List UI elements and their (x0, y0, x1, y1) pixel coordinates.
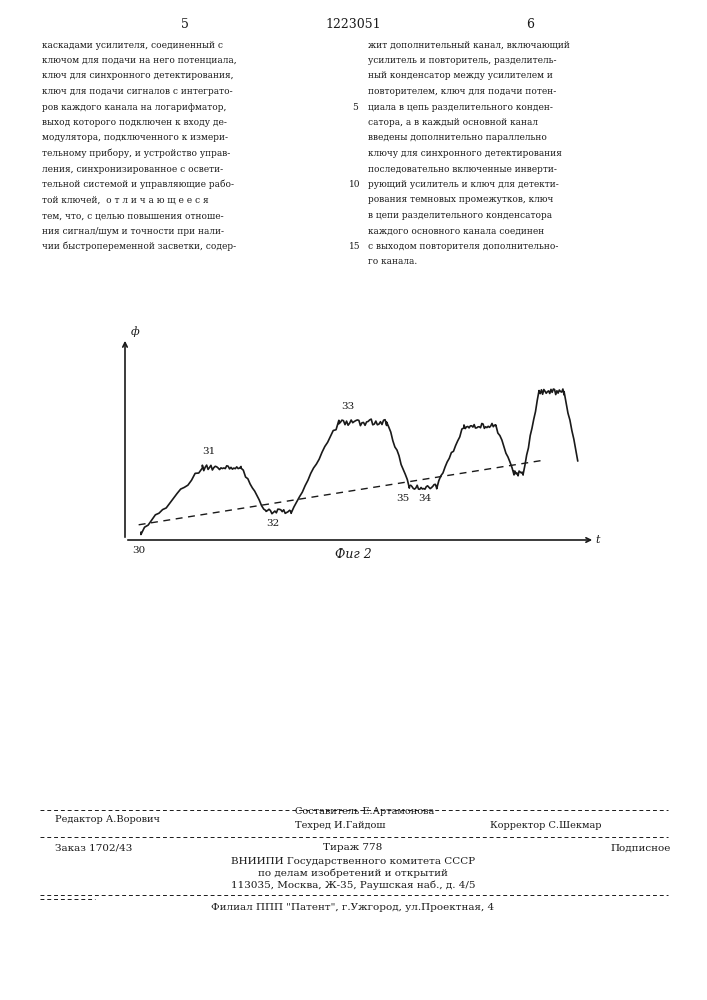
Text: каскадами усилителя, соединенный с: каскадами усилителя, соединенный с (42, 40, 223, 49)
Text: 6: 6 (526, 18, 534, 31)
Text: 33: 33 (341, 402, 355, 411)
Text: ключ для подачи сигналов с интеграто-: ключ для подачи сигналов с интеграто- (42, 87, 233, 96)
Text: 35: 35 (396, 494, 409, 503)
Text: ров каждого канала на логарифматор,: ров каждого канала на логарифматор, (42, 103, 226, 111)
Text: 5: 5 (181, 18, 189, 31)
Text: сатора, а в каждый основной канал: сатора, а в каждый основной канал (368, 118, 538, 127)
Text: тем, что, с целью повышения отноше-: тем, что, с целью повышения отноше- (42, 211, 223, 220)
Text: го канала.: го канала. (368, 257, 417, 266)
Text: усилитель и повторитель, разделитель-: усилитель и повторитель, разделитель- (368, 56, 556, 65)
Text: Техред И.Гайдош: Техред И.Гайдош (295, 822, 385, 830)
Text: тельному прибору, и устройство управ-: тельному прибору, и устройство управ- (42, 149, 230, 158)
Text: Подписное: Подписное (610, 844, 670, 852)
Text: в цепи разделительного конденсатора: в цепи разделительного конденсатора (368, 211, 552, 220)
Text: Тираж 778: Тираж 778 (323, 844, 382, 852)
Text: с выходом повторителя дополнительно-: с выходом повторителя дополнительно- (368, 242, 559, 251)
Text: ления, синхронизированное с освети-: ления, синхронизированное с освети- (42, 164, 223, 174)
Text: 30: 30 (132, 546, 146, 555)
Text: 1223051: 1223051 (325, 18, 381, 31)
Text: по делам изобретений и открытий: по делам изобретений и открытий (258, 868, 448, 878)
Text: Заказ 1702/43: Заказ 1702/43 (55, 844, 132, 852)
Text: ключ для синхронного детектирования,: ключ для синхронного детектирования, (42, 72, 233, 81)
Text: Редактор А.Ворович: Редактор А.Ворович (55, 816, 160, 824)
Text: ВНИИПИ Государственного комитета СССР: ВНИИПИ Государственного комитета СССР (231, 856, 475, 865)
Text: Корректор С.Шекмар: Корректор С.Шекмар (490, 822, 602, 830)
Text: выход которого подключен к входу де-: выход которого подключен к входу де- (42, 118, 227, 127)
Text: ключу для синхронного детектирования: ключу для синхронного детектирования (368, 149, 562, 158)
Text: Составитель Е.Артамонова: Составитель Е.Артамонова (295, 808, 434, 816)
Text: введены дополнительно параллельно: введены дополнительно параллельно (368, 133, 547, 142)
Text: 113035, Москва, Ж-35, Раушская наб., д. 4/5: 113035, Москва, Ж-35, Раушская наб., д. … (230, 880, 475, 890)
Text: 15: 15 (349, 242, 361, 251)
Text: 34: 34 (419, 494, 432, 503)
Text: 10: 10 (349, 180, 361, 189)
Text: последовательно включенные инверти-: последовательно включенные инверти- (368, 164, 557, 174)
Text: рующий усилитель и ключ для детекти-: рующий усилитель и ключ для детекти- (368, 180, 559, 189)
Text: ключом для подачи на него потенциала,: ключом для подачи на него потенциала, (42, 56, 237, 65)
Text: жит дополнительный канал, включающий: жит дополнительный канал, включающий (368, 40, 570, 49)
Text: модулятора, подключенного к измери-: модулятора, подключенного к измери- (42, 133, 228, 142)
Text: Фиг 2: Фиг 2 (334, 548, 371, 562)
Text: 32: 32 (267, 519, 279, 528)
Text: ный конденсатор между усилителем и: ный конденсатор между усилителем и (368, 72, 553, 81)
Text: той ключей,  о т л и ч а ю щ е е с я: той ключей, о т л и ч а ю щ е е с я (42, 196, 209, 205)
Text: тельной системой и управляющие рабо-: тельной системой и управляющие рабо- (42, 180, 234, 189)
Text: 31: 31 (202, 447, 216, 456)
Text: Филиал ППП "Патент", г.Ужгород, ул.Проектная, 4: Филиал ППП "Патент", г.Ужгород, ул.Проек… (211, 904, 495, 912)
Text: повторителем, ключ для подачи потен-: повторителем, ключ для подачи потен- (368, 87, 556, 96)
Text: ния сигнал/шум и точности при нали-: ния сигнал/шум и точности при нали- (42, 227, 224, 235)
Text: ф: ф (131, 327, 140, 337)
Text: чии быстропеременной засветки, содер-: чии быстропеременной засветки, содер- (42, 242, 236, 251)
Text: 5: 5 (352, 103, 358, 111)
Text: циала в цепь разделительного конден-: циала в цепь разделительного конден- (368, 103, 553, 111)
Text: t: t (596, 535, 600, 545)
Text: каждого основного канала соединен: каждого основного канала соединен (368, 227, 544, 235)
Text: рования темновых промежутков, ключ: рования темновых промежутков, ключ (368, 196, 554, 205)
